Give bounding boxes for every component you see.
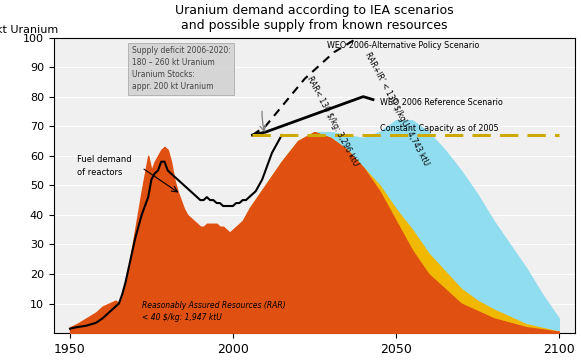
Title: Uranium demand according to IEA scenarios
and possible supply from known resourc: Uranium demand according to IEA scenario…: [175, 4, 454, 32]
Text: Fuel demand: Fuel demand: [77, 155, 131, 164]
Text: Constant Capacity as of 2005: Constant Capacity as of 2005: [379, 123, 498, 132]
Text: WEO 2006 Reference Scenario: WEO 2006 Reference Scenario: [379, 99, 503, 108]
Text: of reactors: of reactors: [77, 168, 122, 177]
Text: < 40 \$/kg: 1,947 ktU: < 40 \$/kg: 1,947 ktU: [142, 313, 221, 322]
Text: WEO 2006-Alternative Policy Scenario: WEO 2006-Alternative Policy Scenario: [328, 41, 480, 50]
Text: RAR< 130 \$/kg: 3,296 ktU: RAR< 130 \$/kg: 3,296 ktU: [304, 75, 360, 167]
Text: RAR+IR’ < 130 \$/kgU : 4,743 ktU: RAR+IR’ < 130 \$/kgU : 4,743 ktU: [363, 51, 431, 167]
Text: Supply deficit 2006-2020:
180 – 260 kt Uranium
Uranium Stocks:
appr. 200 kt Uran: Supply deficit 2006-2020: 180 – 260 kt U…: [132, 46, 231, 91]
Text: kt Uranium: kt Uranium: [0, 24, 59, 35]
Text: Reasonably Assured Resources (RAR): Reasonably Assured Resources (RAR): [142, 301, 285, 310]
